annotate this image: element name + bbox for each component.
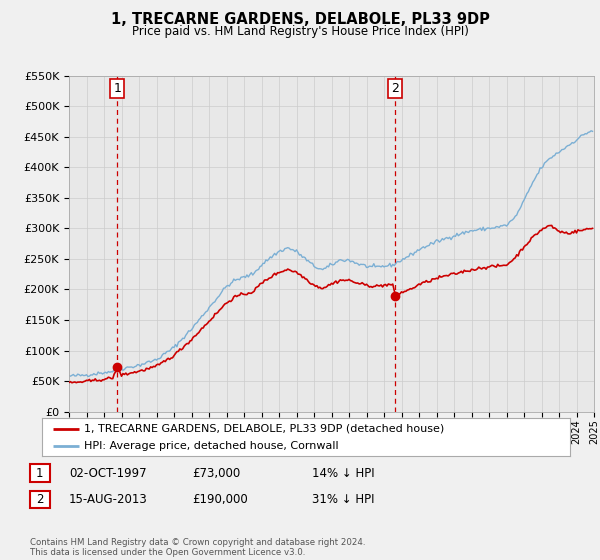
Text: 14% ↓ HPI: 14% ↓ HPI	[312, 466, 374, 480]
Text: Contains HM Land Registry data © Crown copyright and database right 2024.
This d: Contains HM Land Registry data © Crown c…	[30, 538, 365, 557]
Text: 1, TRECARNE GARDENS, DELABOLE, PL33 9DP: 1, TRECARNE GARDENS, DELABOLE, PL33 9DP	[110, 12, 490, 27]
Text: 1, TRECARNE GARDENS, DELABOLE, PL33 9DP (detached house): 1, TRECARNE GARDENS, DELABOLE, PL33 9DP …	[84, 423, 445, 433]
Text: 2: 2	[391, 82, 399, 95]
Text: 1: 1	[113, 82, 121, 95]
Text: HPI: Average price, detached house, Cornwall: HPI: Average price, detached house, Corn…	[84, 441, 339, 451]
Text: Price paid vs. HM Land Registry's House Price Index (HPI): Price paid vs. HM Land Registry's House …	[131, 25, 469, 38]
Text: 31% ↓ HPI: 31% ↓ HPI	[312, 493, 374, 506]
Text: £190,000: £190,000	[192, 493, 248, 506]
Text: 1: 1	[36, 466, 44, 480]
Text: 02-OCT-1997: 02-OCT-1997	[69, 466, 146, 480]
Text: 2: 2	[36, 493, 44, 506]
Text: 15-AUG-2013: 15-AUG-2013	[69, 493, 148, 506]
Text: £73,000: £73,000	[192, 466, 240, 480]
